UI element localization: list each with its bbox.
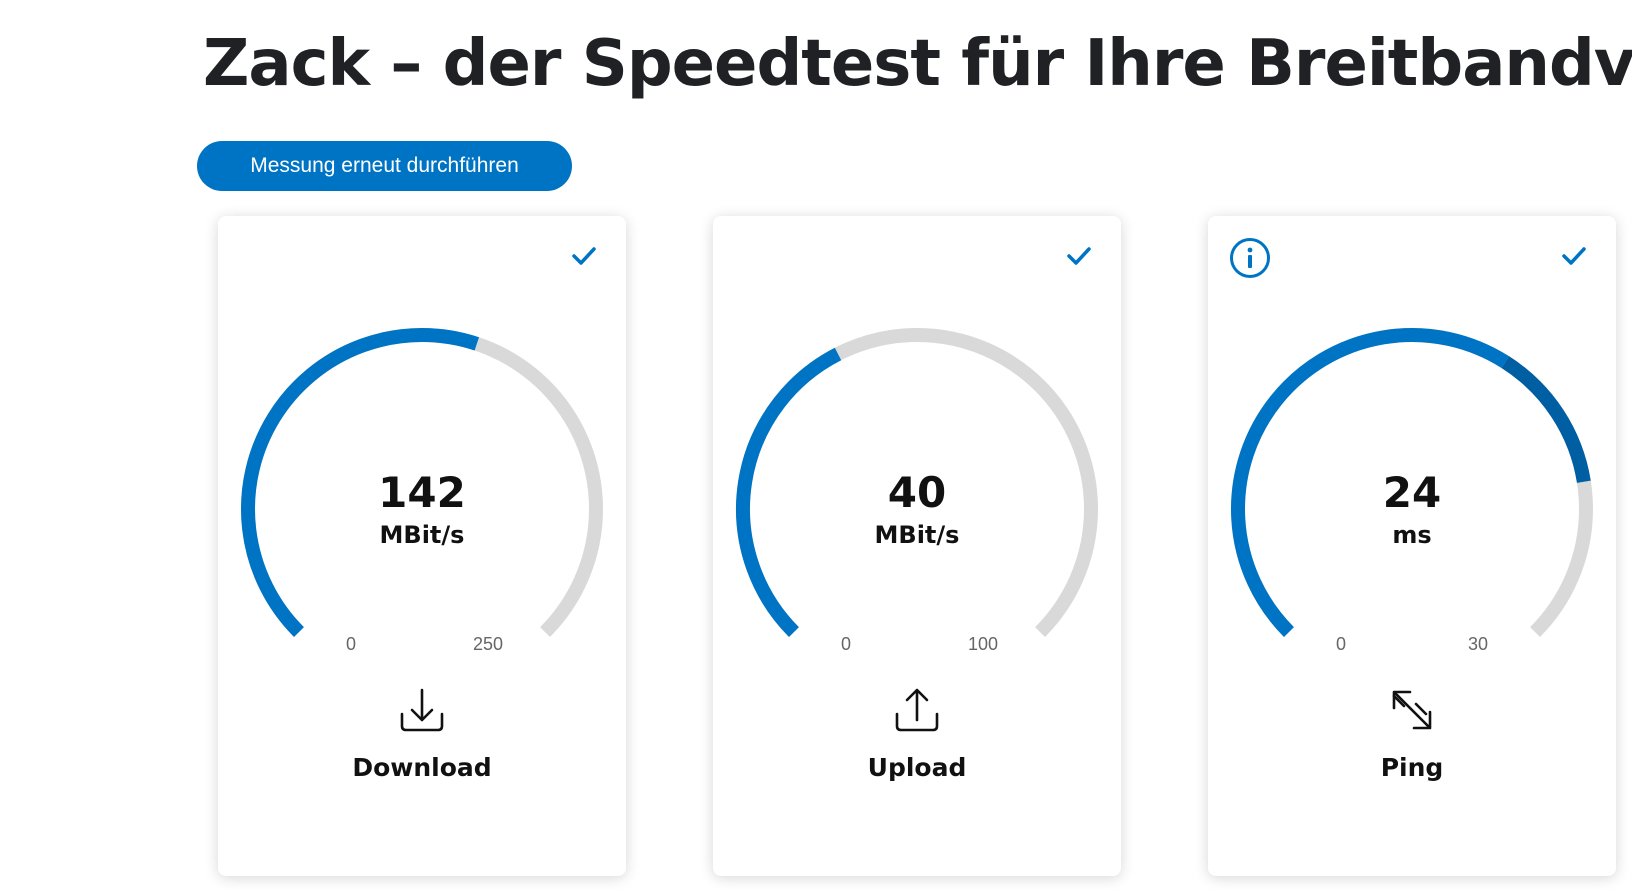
upload-card: 40 MBit/s 0 100 Upload [713, 216, 1121, 876]
check-icon [1562, 247, 1586, 265]
download-label: Download [352, 753, 492, 782]
ping-value: 24 [1382, 468, 1442, 517]
ping-scale-max: 30 [1467, 634, 1489, 654]
ping-gauge [1231, 328, 1593, 637]
page-title: Zack – der Speedtest für Ihre Breitbandv… [203, 27, 1632, 101]
download-unit: MBit/s [379, 521, 465, 549]
upload-gauge [736, 328, 1098, 637]
check-icon [572, 247, 596, 265]
download-scale-min: 0 [346, 634, 357, 654]
upload-scale-max: 100 [967, 634, 999, 654]
upload-icon [895, 688, 939, 732]
rerun-measurement-button[interactable]: Messung erneut durchführen [197, 141, 572, 191]
download-icon [400, 688, 444, 732]
upload-scale-min: 0 [841, 634, 852, 654]
gauge-fill [241, 328, 480, 637]
download-gauge [241, 328, 603, 637]
upload-unit: MBit/s [874, 521, 960, 549]
ping-card: 24 ms 0 30 Ping [1208, 216, 1616, 876]
download-scale-max: 250 [472, 634, 504, 654]
ping-unit: ms [1392, 521, 1432, 549]
ping-scale-min: 0 [1336, 634, 1347, 654]
ping-arrows-icon [1392, 690, 1432, 730]
gauge-fill [1231, 328, 1509, 637]
upload-value: 40 [887, 468, 947, 517]
check-icon [1067, 247, 1091, 265]
ping-label: Ping [1380, 753, 1444, 782]
upload-label: Upload [867, 753, 967, 782]
download-card: 142 MBit/s 0 250 Download [218, 216, 626, 876]
gauge-fill [736, 347, 842, 637]
info-icon[interactable] [1228, 236, 1272, 280]
gauge-fill-tip [1501, 356, 1591, 483]
download-value: 142 [378, 468, 466, 517]
